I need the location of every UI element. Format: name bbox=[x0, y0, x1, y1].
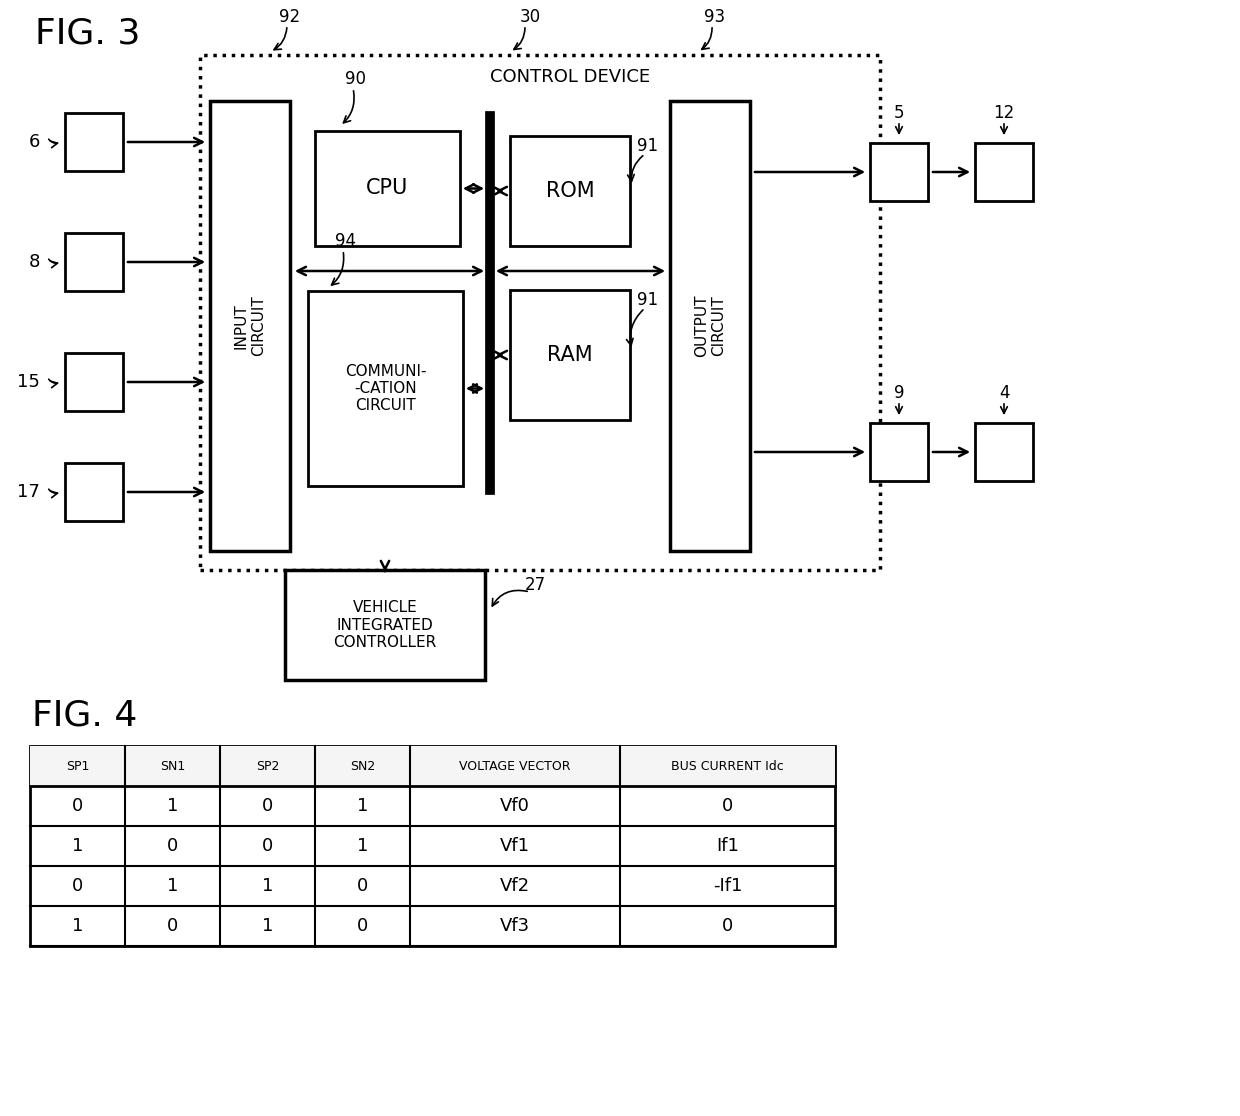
Text: ROM: ROM bbox=[546, 181, 594, 201]
Text: SN2: SN2 bbox=[350, 760, 376, 772]
Text: SN1: SN1 bbox=[160, 760, 185, 772]
Text: 0: 0 bbox=[722, 917, 733, 935]
Text: 9: 9 bbox=[894, 384, 904, 402]
Text: 5: 5 bbox=[894, 104, 904, 122]
Text: 8: 8 bbox=[29, 253, 40, 271]
Text: Vf2: Vf2 bbox=[500, 877, 529, 895]
Text: CPU: CPU bbox=[366, 179, 409, 199]
Bar bbox=[64, 463, 123, 521]
Text: 94: 94 bbox=[335, 232, 356, 250]
Text: BUS CURRENT Idc: BUS CURRENT Idc bbox=[671, 760, 784, 772]
Bar bbox=[870, 143, 928, 201]
Text: 6: 6 bbox=[29, 133, 40, 151]
Text: 17: 17 bbox=[17, 483, 40, 501]
Text: 0: 0 bbox=[72, 877, 83, 895]
Bar bbox=[64, 233, 123, 291]
Text: FIG. 3: FIG. 3 bbox=[35, 17, 140, 51]
Text: 93: 93 bbox=[704, 8, 725, 26]
Text: 12: 12 bbox=[993, 104, 1014, 122]
Text: SP1: SP1 bbox=[66, 760, 89, 772]
Bar bbox=[870, 423, 928, 481]
Bar bbox=[210, 102, 290, 551]
Text: -If1: -If1 bbox=[713, 877, 743, 895]
Text: 15: 15 bbox=[17, 373, 40, 391]
Bar bbox=[64, 353, 123, 411]
Text: Vf3: Vf3 bbox=[500, 917, 529, 935]
Text: If1: If1 bbox=[715, 837, 739, 855]
Text: INPUT
CIRCUIT: INPUT CIRCUIT bbox=[234, 296, 267, 356]
Text: 1: 1 bbox=[167, 877, 179, 895]
Bar bbox=[200, 55, 880, 570]
Text: 92: 92 bbox=[279, 8, 300, 26]
Text: 0: 0 bbox=[262, 797, 273, 815]
Text: CONTROL DEVICE: CONTROL DEVICE bbox=[490, 68, 650, 86]
Text: FIG. 4: FIG. 4 bbox=[32, 699, 138, 733]
Text: 91: 91 bbox=[637, 291, 658, 309]
Text: 30: 30 bbox=[520, 8, 541, 26]
Bar bbox=[670, 102, 750, 551]
Text: Vf0: Vf0 bbox=[500, 797, 529, 815]
Bar bbox=[315, 131, 460, 246]
Bar bbox=[64, 113, 123, 171]
Bar bbox=[308, 291, 463, 485]
Text: COMMUNI-
-CATION
CIRCUIT: COMMUNI- -CATION CIRCUIT bbox=[345, 364, 427, 413]
Text: RAM: RAM bbox=[547, 345, 593, 365]
Text: 1: 1 bbox=[167, 797, 179, 815]
Text: 1: 1 bbox=[262, 877, 273, 895]
Text: 1: 1 bbox=[72, 917, 83, 935]
Text: Vf1: Vf1 bbox=[500, 837, 529, 855]
Bar bbox=[30, 745, 835, 946]
Text: VOLTAGE VECTOR: VOLTAGE VECTOR bbox=[459, 760, 570, 772]
Text: 0: 0 bbox=[167, 837, 179, 855]
Text: SP2: SP2 bbox=[255, 760, 279, 772]
Text: 0: 0 bbox=[167, 917, 179, 935]
Text: 0: 0 bbox=[357, 877, 368, 895]
Text: 90: 90 bbox=[345, 70, 366, 88]
Bar bbox=[285, 570, 485, 680]
Text: 0: 0 bbox=[72, 797, 83, 815]
Bar bbox=[510, 290, 630, 420]
Bar bbox=[30, 745, 835, 786]
Text: 1: 1 bbox=[72, 837, 83, 855]
Text: OUTPUT
CIRCUIT: OUTPUT CIRCUIT bbox=[694, 295, 727, 357]
Bar bbox=[975, 143, 1033, 201]
Text: 0: 0 bbox=[262, 837, 273, 855]
Text: 1: 1 bbox=[357, 797, 368, 815]
Bar bbox=[510, 136, 630, 246]
Text: 27: 27 bbox=[525, 576, 546, 594]
Text: VEHICLE
INTEGRATED
CONTROLLER: VEHICLE INTEGRATED CONTROLLER bbox=[334, 600, 436, 650]
Text: 1: 1 bbox=[262, 917, 273, 935]
Text: 91: 91 bbox=[637, 137, 658, 155]
Text: 0: 0 bbox=[357, 917, 368, 935]
Text: 1: 1 bbox=[357, 837, 368, 855]
Text: 4: 4 bbox=[998, 384, 1009, 402]
Text: 0: 0 bbox=[722, 797, 733, 815]
Bar bbox=[975, 423, 1033, 481]
